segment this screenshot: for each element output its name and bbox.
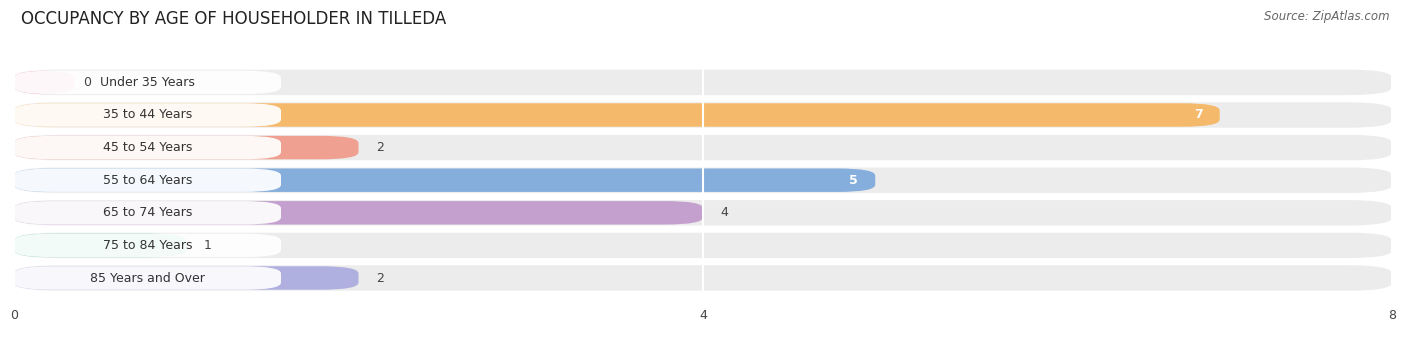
Text: 4: 4 bbox=[720, 206, 728, 219]
FancyBboxPatch shape bbox=[14, 103, 1219, 127]
Text: 45 to 54 Years: 45 to 54 Years bbox=[103, 141, 193, 154]
FancyBboxPatch shape bbox=[14, 234, 186, 257]
Text: OCCUPANCY BY AGE OF HOUSEHOLDER IN TILLEDA: OCCUPANCY BY AGE OF HOUSEHOLDER IN TILLE… bbox=[21, 10, 446, 28]
FancyBboxPatch shape bbox=[14, 233, 1392, 258]
FancyBboxPatch shape bbox=[14, 201, 703, 224]
Text: 1: 1 bbox=[204, 239, 211, 252]
FancyBboxPatch shape bbox=[14, 136, 281, 159]
FancyBboxPatch shape bbox=[14, 168, 1392, 193]
Text: 2: 2 bbox=[375, 272, 384, 285]
Text: 5: 5 bbox=[849, 174, 858, 187]
FancyBboxPatch shape bbox=[14, 200, 1392, 225]
Text: 0: 0 bbox=[83, 76, 91, 89]
FancyBboxPatch shape bbox=[14, 71, 75, 94]
Text: 55 to 64 Years: 55 to 64 Years bbox=[103, 174, 193, 187]
FancyBboxPatch shape bbox=[14, 135, 1392, 160]
Text: 35 to 44 Years: 35 to 44 Years bbox=[103, 108, 193, 121]
FancyBboxPatch shape bbox=[14, 168, 875, 192]
FancyBboxPatch shape bbox=[14, 201, 281, 224]
FancyBboxPatch shape bbox=[14, 103, 281, 127]
FancyBboxPatch shape bbox=[14, 266, 281, 290]
FancyBboxPatch shape bbox=[14, 136, 359, 159]
Text: 85 Years and Over: 85 Years and Over bbox=[90, 272, 205, 285]
Text: Under 35 Years: Under 35 Years bbox=[100, 76, 195, 89]
Text: 7: 7 bbox=[1194, 108, 1202, 121]
FancyBboxPatch shape bbox=[14, 266, 359, 290]
Text: 75 to 84 Years: 75 to 84 Years bbox=[103, 239, 193, 252]
FancyBboxPatch shape bbox=[14, 234, 281, 257]
Text: Source: ZipAtlas.com: Source: ZipAtlas.com bbox=[1264, 10, 1389, 23]
FancyBboxPatch shape bbox=[14, 70, 1392, 95]
FancyBboxPatch shape bbox=[14, 71, 281, 94]
Text: 2: 2 bbox=[375, 141, 384, 154]
FancyBboxPatch shape bbox=[14, 102, 1392, 128]
FancyBboxPatch shape bbox=[14, 265, 1392, 291]
Text: 65 to 74 Years: 65 to 74 Years bbox=[103, 206, 193, 219]
FancyBboxPatch shape bbox=[14, 168, 281, 192]
